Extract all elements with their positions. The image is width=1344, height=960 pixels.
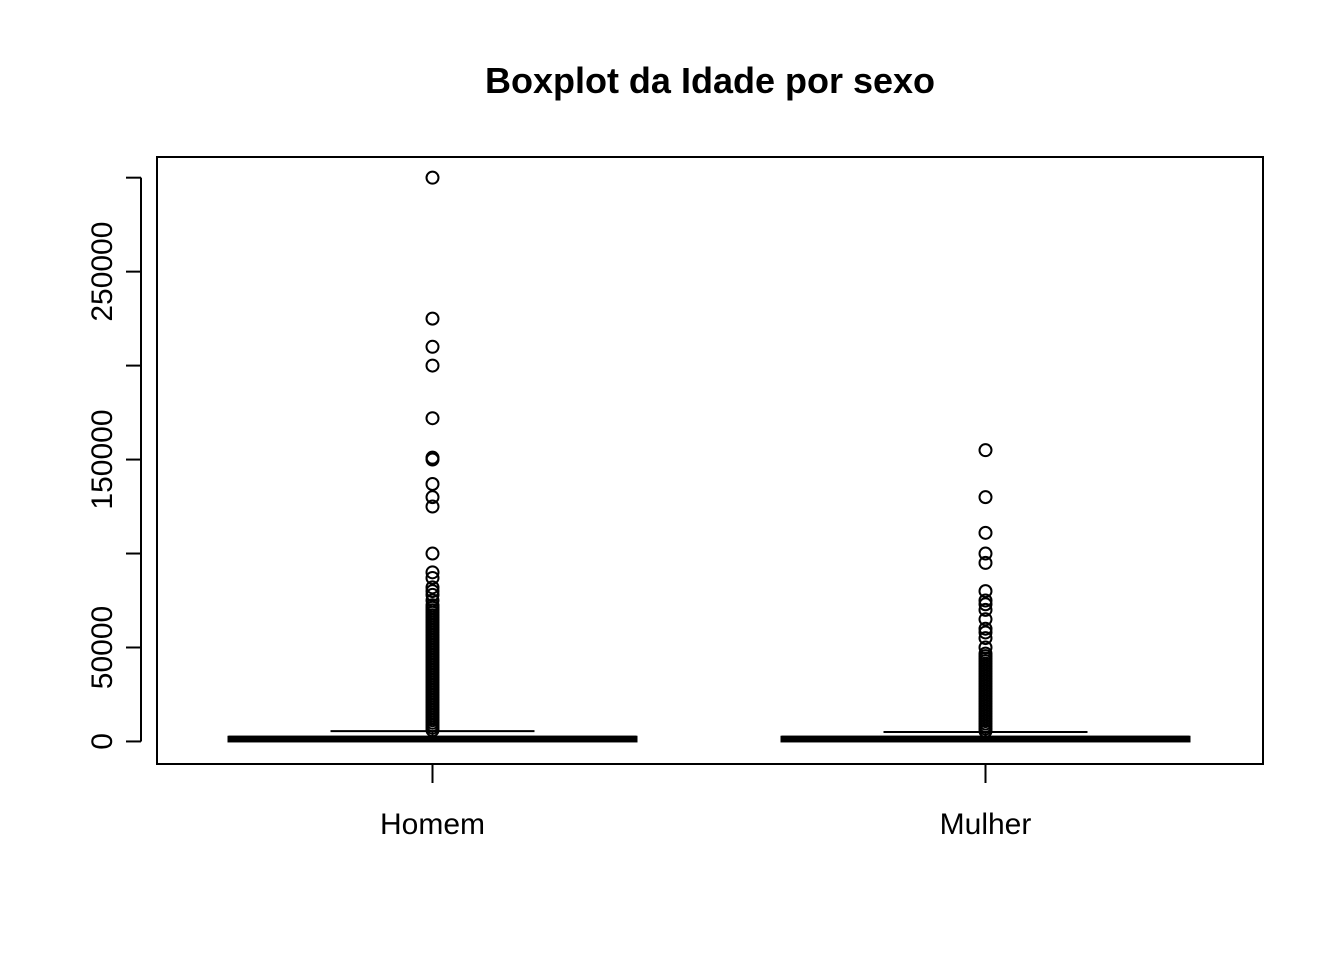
outlier-point [425, 490, 440, 505]
outlier-point [978, 621, 993, 636]
outlier-point [425, 570, 440, 585]
outlier-point [425, 565, 440, 580]
outlier-point [978, 546, 993, 561]
outlier-point [978, 646, 993, 661]
chart-title: Boxplot da Idade por sexo [485, 60, 935, 101]
outlier-point [978, 584, 993, 599]
outlier-point [425, 598, 440, 613]
outlier-point [425, 476, 440, 491]
outlier-point [978, 597, 993, 612]
outlier-point [425, 358, 440, 373]
x-tick-label-mulher: Mulher [940, 808, 1032, 841]
outlier-point [978, 631, 993, 646]
outlier-point [978, 640, 993, 655]
y-tick-label: 0 [86, 733, 119, 750]
x-tick-label-homem: Homem [380, 808, 485, 841]
outlier-band [425, 598, 440, 738]
outlier-point [978, 443, 993, 458]
y-tick-label: 150000 [86, 410, 119, 510]
outlier-point [978, 602, 993, 617]
outlier-point [425, 580, 440, 595]
outlier-point [425, 587, 440, 602]
outlier-point [978, 612, 993, 627]
outlier-point [425, 170, 440, 185]
outlier-point [425, 593, 440, 608]
outlier-point [978, 525, 993, 540]
box-homem [227, 170, 638, 743]
y-tick-label: 250000 [86, 222, 119, 322]
box-group [227, 170, 1191, 743]
outlier-point [425, 339, 440, 354]
box-mulher [780, 443, 1191, 743]
outlier-point [978, 555, 993, 570]
outlier-point [425, 411, 440, 426]
y-axis: 0 50000 150000 250000 [86, 176, 142, 750]
outlier-band [978, 646, 993, 739]
plot-frame [156, 156, 1264, 765]
outlier-point [425, 546, 440, 561]
outlier-point [425, 311, 440, 326]
outlier-point [425, 499, 440, 514]
y-tick-label: 50000 [86, 606, 119, 689]
outlier-point [425, 584, 440, 599]
outlier-point [978, 625, 993, 640]
outlier-point [425, 452, 440, 467]
outlier-point [978, 593, 993, 608]
outlier-point [978, 490, 993, 505]
x-axis: Homem Mulher [380, 764, 1031, 841]
